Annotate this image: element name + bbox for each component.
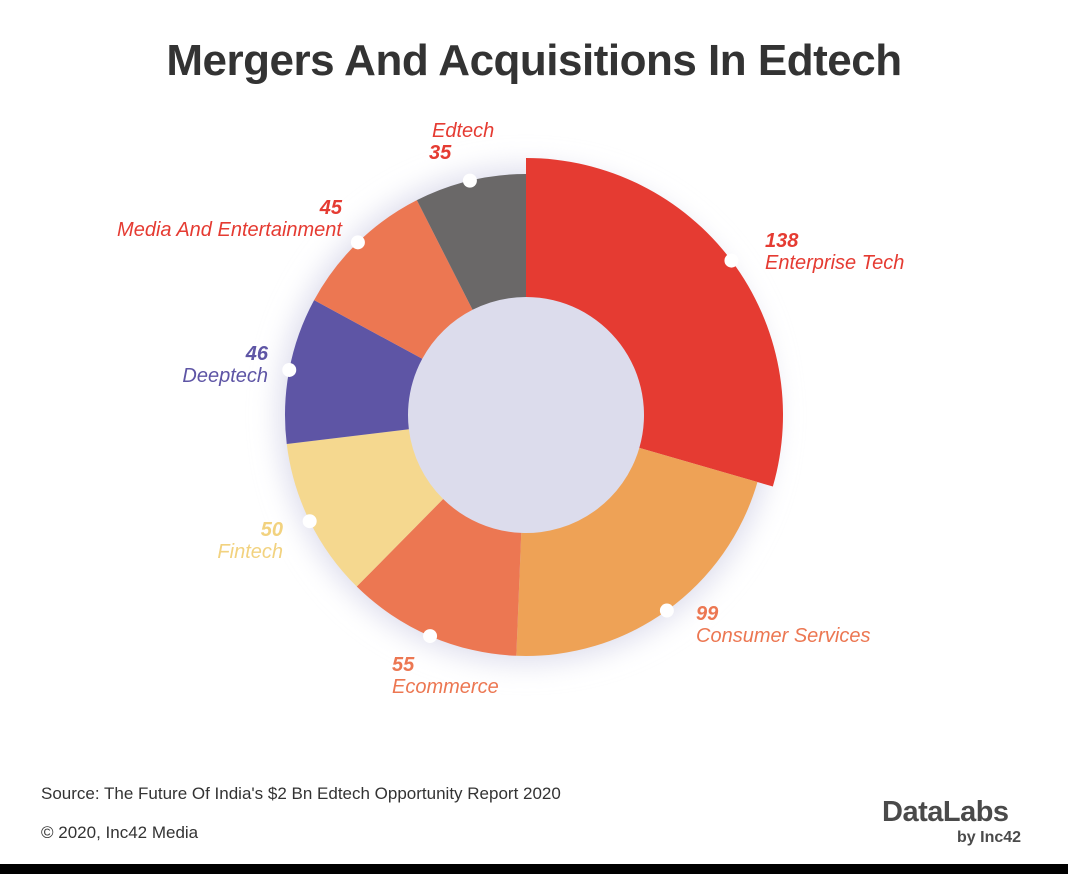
label-dot <box>462 173 477 188</box>
label-enterprise-tech: 138 Enterprise Tech <box>765 230 905 274</box>
slice-deeptech <box>285 300 423 445</box>
label-dot <box>302 514 317 529</box>
label-consumer-services: 99 Consumer Services <box>696 603 871 647</box>
source-note: Source: The Future Of India's $2 Bn Edte… <box>41 784 561 803</box>
copyright: © 2020, Inc42 Media <box>41 823 199 842</box>
label-dot <box>659 603 674 618</box>
slice-edtech <box>416 174 526 310</box>
slice-media-and-entertainment <box>314 200 473 359</box>
label-edtech: Edtech 35 <box>429 120 495 164</box>
slice-enterprise-tech <box>526 158 783 487</box>
label-dot <box>350 235 365 250</box>
slice-fintech <box>286 429 444 587</box>
bottom-bar <box>0 864 1068 874</box>
label-fintech: 50 Fintech <box>217 519 283 563</box>
label-dot <box>423 629 438 644</box>
chart-title: Mergers And Acquisitions In Edtech <box>166 36 902 85</box>
label-dot <box>724 253 739 268</box>
label-deeptech: 46 Deeptech <box>182 343 268 387</box>
slice-ecommerce <box>356 498 522 656</box>
label-ecommerce: 55 Ecommerce <box>392 654 499 698</box>
label-dot <box>282 362 297 377</box>
datalabs-logo: DataLabs by Inc42 <box>882 796 1022 846</box>
slice-consumer-services <box>516 447 758 657</box>
label-media-and-entertainment: 45 Media And Entertainment <box>117 197 342 241</box>
